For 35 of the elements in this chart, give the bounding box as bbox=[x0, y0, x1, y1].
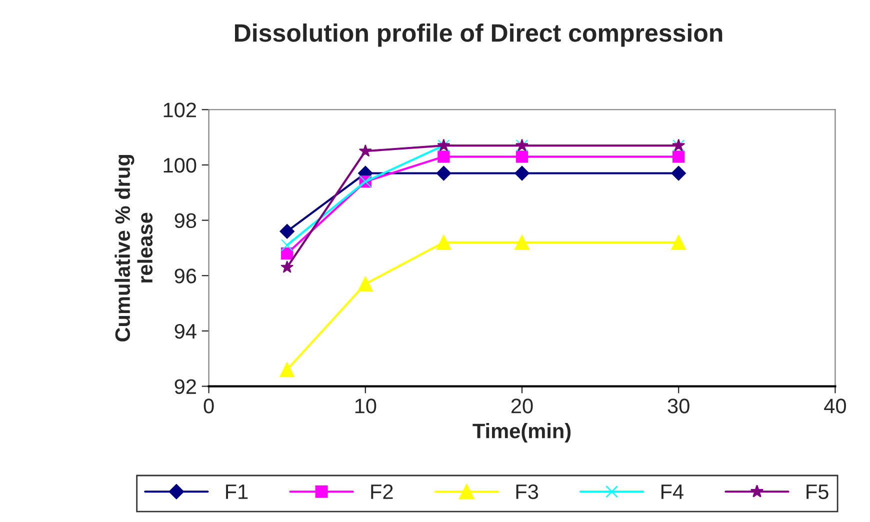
y-tick-label: 96 bbox=[174, 268, 196, 284]
x-tick-label: 20 bbox=[511, 398, 533, 414]
point bbox=[436, 166, 452, 181]
y-tick-label: 94 bbox=[174, 324, 196, 339]
legend-label: F1 bbox=[226, 484, 248, 499]
x-tick-label: 40 bbox=[824, 398, 846, 414]
point bbox=[280, 224, 294, 239]
point bbox=[438, 150, 450, 163]
point bbox=[358, 144, 372, 157]
y-axis-title: Cumulative % drug release bbox=[114, 155, 153, 342]
legend-label: F4 bbox=[661, 484, 684, 499]
legend-label: F5 bbox=[806, 484, 828, 500]
point bbox=[358, 276, 373, 292]
point bbox=[671, 166, 686, 181]
y-tick-label: 98 bbox=[174, 213, 196, 228]
point bbox=[672, 150, 685, 163]
y-tick-label: 100 bbox=[164, 158, 196, 173]
legend-label: F3 bbox=[516, 484, 538, 500]
point bbox=[281, 247, 294, 260]
point bbox=[280, 260, 294, 273]
point bbox=[281, 239, 294, 252]
point bbox=[516, 150, 528, 163]
point bbox=[280, 362, 295, 378]
y-tick-label: 92 bbox=[174, 379, 196, 394]
point bbox=[436, 234, 452, 250]
y-tick-label: 102 bbox=[164, 102, 196, 118]
point bbox=[514, 166, 530, 181]
point bbox=[514, 234, 530, 250]
x-tick-label: 30 bbox=[668, 398, 690, 414]
x-tick-label: 10 bbox=[355, 398, 376, 414]
legend-label: F2 bbox=[371, 484, 393, 499]
chart-title: Dissolution profile of Direct compression bbox=[235, 23, 722, 47]
x-axis-title: Time(min) bbox=[472, 423, 571, 442]
point bbox=[671, 234, 686, 250]
x-tick-label: 0 bbox=[204, 398, 214, 414]
